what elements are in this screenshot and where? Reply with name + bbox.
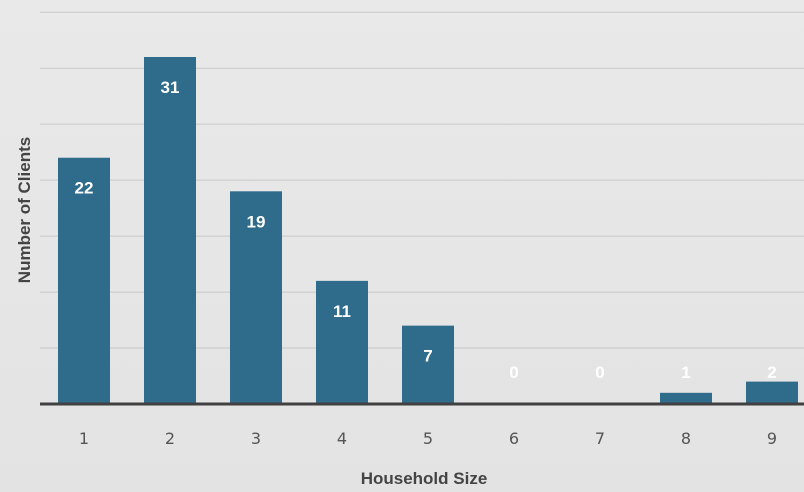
data-label-7: 0 xyxy=(595,363,604,382)
bars xyxy=(58,57,798,404)
x-tick-label-2: 2 xyxy=(165,429,175,448)
data-label-9: 2 xyxy=(767,363,776,382)
bar-5 xyxy=(402,325,454,404)
data-label-8: 1 xyxy=(681,363,690,382)
x-tick-label-5: 5 xyxy=(423,429,433,448)
bar-9 xyxy=(746,381,798,404)
x-tick-label-6: 6 xyxy=(509,429,519,448)
x-tick-label-3: 3 xyxy=(251,429,261,448)
bar-2 xyxy=(144,57,196,404)
bar-8 xyxy=(660,392,712,404)
x-tick-label-1: 1 xyxy=(79,429,89,448)
data-label-6: 0 xyxy=(509,363,518,382)
data-label-1: 22 xyxy=(75,179,94,198)
x-axis-title: Household Size xyxy=(361,469,488,488)
x-tick-label-7: 7 xyxy=(595,429,605,448)
x-tick-labels: 1 2 3 4 5 6 7 8 9 xyxy=(79,429,777,448)
bar-4 xyxy=(316,280,368,404)
bar-1 xyxy=(58,157,110,404)
data-label-5: 7 xyxy=(423,347,432,366)
x-tick-label-9: 9 xyxy=(767,429,777,448)
x-tick-label-8: 8 xyxy=(681,429,691,448)
y-axis-title: Number of Clients xyxy=(15,137,34,283)
data-label-3: 19 xyxy=(247,212,266,231)
data-label-4: 11 xyxy=(333,302,351,321)
data-label-2: 31 xyxy=(161,78,180,97)
bar-3 xyxy=(230,191,282,404)
data-labels: 22 31 19 11 7 0 0 1 2 xyxy=(75,78,777,382)
x-tick-label-4: 4 xyxy=(337,429,347,448)
